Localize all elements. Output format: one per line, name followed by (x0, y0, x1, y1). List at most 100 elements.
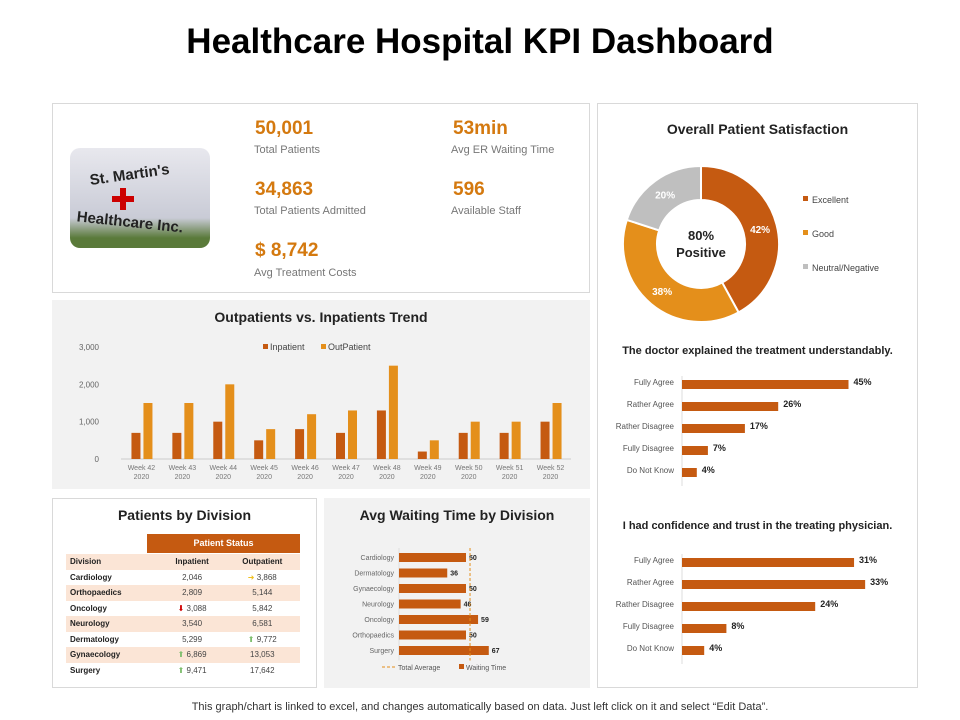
category-label: Rather Disagree (616, 600, 675, 609)
arrow-right-icon: ➜ (247, 572, 257, 582)
category-label: Fully Disagree (623, 622, 675, 631)
waiting-chart: Cardiology 50 Dermatology 36 Gynaecology 50 Ne… (352, 548, 506, 672)
table-row: Neurology 3,540 6,581 (66, 616, 300, 632)
bar-outpatient (225, 384, 235, 459)
data-label: 17% (750, 421, 768, 431)
x-tick-label: Week 49 (414, 465, 442, 472)
kpi-value: 34,863 (255, 179, 314, 200)
kpi-label: Total Patients (254, 144, 321, 156)
data-label: 31% (859, 555, 877, 565)
hospital-logo: St. Martin's Healthcare Inc. (70, 148, 210, 248)
table-row: Cardiology 2,046 ➜ 3,868 (66, 570, 300, 586)
data-label: 50 (469, 633, 477, 640)
x-tick-label: Week 44 (210, 465, 238, 472)
table-cell: 3,540 (160, 616, 225, 632)
y-tick-label: 2,000 (79, 380, 100, 389)
x-tick-label: 2020 (256, 474, 272, 481)
table-cell: Surgery (70, 665, 101, 675)
category-label: Do Not Know (627, 644, 674, 653)
table-cell: ⬇ 3,088 (160, 601, 225, 617)
data-label: 33% (870, 577, 888, 587)
slice-label: 42% (750, 225, 770, 236)
x-tick-label: Week 45 (250, 465, 278, 472)
x-tick-label: 2020 (175, 474, 191, 481)
table-cell: 2,046 (160, 570, 225, 586)
survey-chart-2: Fully Agree 31% Rather Agree 33% Rather Disa… (616, 554, 888, 664)
category-label: Gynaecology (353, 586, 394, 593)
legend-label: Total Average (398, 665, 440, 672)
x-tick-label: Week 52 (537, 465, 565, 472)
cell-value: 3,868 (256, 572, 277, 582)
data-label: 4% (709, 643, 722, 653)
waiting-bar (399, 553, 466, 562)
bar-inpatient (295, 429, 305, 459)
column-header: Outpatient (242, 557, 283, 567)
legend-swatch (803, 264, 808, 269)
category-label: Do Not Know (627, 466, 674, 475)
page-title: Healthcare Hospital KPI Dashboard (186, 22, 774, 61)
bar-outpatient (429, 440, 439, 459)
cell-value: 5,144 (252, 588, 273, 598)
cell-value: 9,471 (186, 665, 207, 675)
cell-value: 2,046 (182, 572, 203, 582)
category-label: Dermatology (354, 571, 394, 578)
waiting-panel: Avg Waiting Time by Division Cardiology 5… (324, 498, 590, 688)
table-cell: 5,144 (225, 585, 300, 601)
legend-label: Excellent (812, 195, 849, 205)
bar-outpatient (184, 403, 194, 459)
x-tick-label: 2020 (134, 474, 150, 481)
legend-label: OutPatient (328, 342, 371, 352)
legend-swatch (321, 344, 326, 349)
survey-bar (682, 402, 779, 411)
waiting-bar (399, 630, 466, 640)
bar-outpatient (511, 421, 521, 459)
bar-inpatient (254, 440, 264, 459)
table-cell: 13,053 (225, 647, 300, 663)
panel-title: Patients by Division (117, 507, 252, 523)
table-cell: Neurology (70, 619, 110, 629)
x-tick-label: 2020 (461, 474, 477, 481)
table-cell: 2,809 (160, 585, 225, 601)
legend-label: Inpatient (270, 342, 305, 352)
donut-slice (622, 218, 740, 323)
x-tick-label: Week 47 (332, 465, 360, 472)
survey-bar (682, 446, 708, 455)
table-cell: 17,642 (225, 663, 300, 679)
table-cell: Orthopaedics (70, 588, 122, 598)
bar-outpatient (552, 403, 562, 459)
x-tick-label: Week 50 (455, 465, 483, 472)
survey-bar (682, 558, 855, 567)
bar-outpatient (307, 414, 317, 459)
bar-outpatient (388, 365, 398, 459)
kpi-value: 596 (453, 179, 485, 200)
center-value: 80% (688, 228, 714, 243)
bar-inpatient (213, 421, 223, 459)
arrow-up-icon: ⬆ (247, 634, 257, 644)
footer-note: This graph/chart is linked to excel, and… (191, 701, 769, 713)
legend-label: Good (812, 229, 834, 239)
x-tick-label: Week 51 (496, 465, 524, 472)
kpi-label: Avg ER Waiting Time (451, 144, 555, 156)
survey-bar (682, 380, 849, 389)
survey-bar (682, 602, 816, 611)
x-tick-label: 2020 (338, 474, 354, 481)
cell-value: 17,642 (250, 665, 275, 675)
cell-value: 3,088 (186, 603, 207, 613)
data-label: 67 (492, 648, 500, 655)
category-label: Fully Agree (634, 556, 675, 565)
x-tick-label: Week 43 (169, 465, 197, 472)
survey-bar (682, 646, 705, 655)
table-cell: Oncology (70, 603, 107, 613)
legend-label: Neutral/Negative (812, 263, 879, 273)
category-label: Rather Disagree (616, 422, 675, 431)
chart-title: Outpatients vs. Inpatients Trend (214, 309, 428, 325)
column-header: Division (70, 557, 102, 567)
table-row: Gynaecology ⬆ 6,869 13,053 (66, 647, 300, 663)
legend-swatch (803, 230, 808, 235)
bar-outpatient (143, 403, 153, 459)
category-label: Surgery (369, 648, 394, 655)
x-tick-label: 2020 (543, 474, 559, 481)
kpi-value: 50,001 (255, 118, 314, 139)
logo-text-1: St. Martin's (89, 161, 171, 189)
logo-text-2: Healthcare Inc. (76, 208, 184, 236)
